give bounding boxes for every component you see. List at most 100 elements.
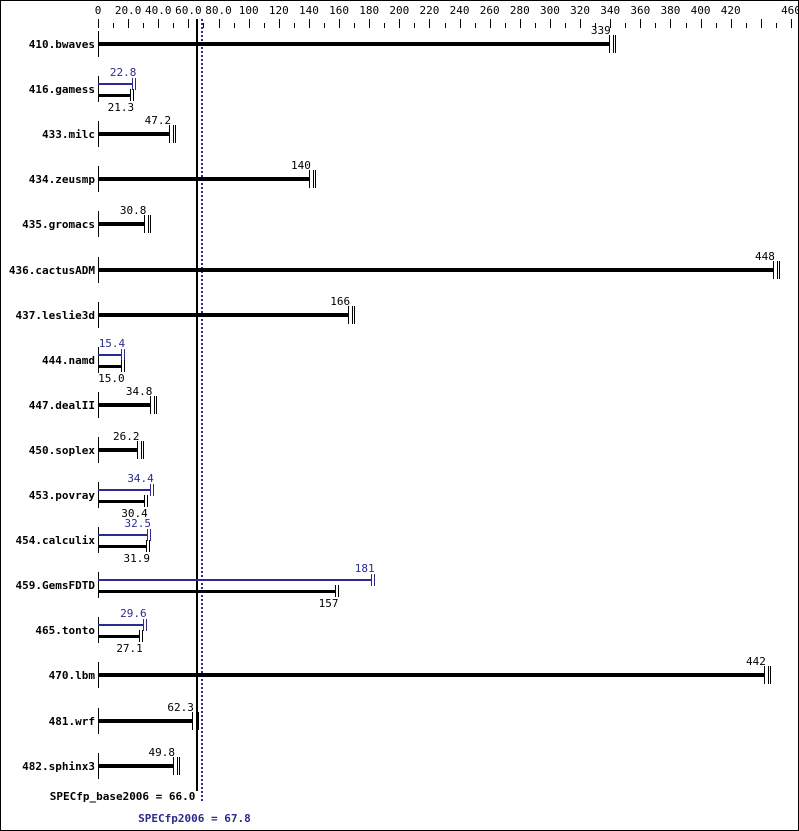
bar-end-cap bbox=[772, 260, 774, 279]
bar-base bbox=[98, 267, 773, 272]
bar-peak bbox=[98, 353, 122, 356]
axis-tick-major bbox=[640, 19, 642, 28]
bar-end-cap bbox=[197, 711, 199, 730]
bar-end-cap bbox=[763, 666, 765, 685]
axis-tick-minor bbox=[745, 23, 747, 28]
summary-peak: SPECfp2006 = 67.8 bbox=[138, 812, 251, 825]
axis-tick-label: 280 bbox=[509, 4, 530, 17]
axis-tick-major bbox=[248, 19, 250, 28]
bar-end-cap bbox=[144, 215, 146, 234]
bar-value-label-base: 21.3 bbox=[107, 101, 135, 115]
axis-tick-major bbox=[760, 19, 762, 28]
axis-tick-major bbox=[188, 19, 190, 28]
bar-end-cap bbox=[767, 666, 769, 685]
bar-end-cap bbox=[123, 359, 125, 372]
bar-end-cap-peak bbox=[145, 619, 147, 632]
axis-tick-major bbox=[339, 19, 341, 28]
bar-base bbox=[98, 500, 144, 503]
bar-end-cap bbox=[348, 305, 350, 324]
bar-end-cap bbox=[154, 395, 156, 414]
bar-value-label-peak: 29.6 bbox=[120, 607, 147, 621]
axis-tick-label: 320 bbox=[570, 4, 591, 17]
bar-end-cap-peak bbox=[370, 574, 372, 587]
axis-tick-major bbox=[369, 19, 371, 28]
bar-end-cap-peak bbox=[152, 484, 154, 496]
bar-end-cap bbox=[173, 125, 175, 144]
axis-tick-major bbox=[158, 19, 160, 28]
axis-tick-minor bbox=[625, 23, 627, 28]
bar-value-label-base: 62.3 bbox=[167, 700, 194, 714]
bar-peak bbox=[98, 624, 143, 627]
axis-tick-minor bbox=[444, 23, 446, 28]
axis-tick-label: 340 bbox=[600, 4, 621, 17]
axis-tick-major bbox=[98, 19, 99, 28]
bar-end-cap bbox=[337, 585, 339, 598]
row-label-482-sphinx3: 482.sphinx3 bbox=[22, 759, 95, 773]
bar-value-label-base: 442 bbox=[746, 655, 766, 669]
bar-end-cap bbox=[612, 35, 614, 53]
axis-tick-major bbox=[610, 19, 612, 28]
bar-value-label-base: 27.1 bbox=[116, 642, 143, 656]
row-label-435-gromacs: 435.gromacs bbox=[22, 218, 95, 232]
bar-value-label-base: 47.2 bbox=[144, 114, 172, 128]
axis-tick-label: 80.0 bbox=[205, 4, 232, 17]
axis-tick-label: 420 bbox=[720, 4, 741, 17]
axis-tick-label: 380 bbox=[660, 4, 681, 17]
bar-end-cap bbox=[130, 89, 132, 102]
summary-base: SPECfp_base2006 = 66.0 bbox=[49, 790, 196, 803]
bar-base bbox=[98, 635, 139, 639]
bar-end-cap bbox=[143, 440, 145, 459]
bar-peak bbox=[98, 534, 147, 537]
bar-end-cap-peak bbox=[132, 78, 134, 91]
axis-tick-label: 20.0 bbox=[114, 4, 142, 17]
axis-tick-major bbox=[429, 19, 431, 28]
row-label-434-zeusmp: 434.zeusmp bbox=[28, 173, 95, 187]
bar-base bbox=[98, 132, 170, 137]
axis-tick-minor bbox=[534, 23, 536, 28]
axis-tick-label: 360 bbox=[630, 4, 651, 17]
row-label-436-cactusADM: 436.cactusADM bbox=[8, 263, 95, 277]
bar-peak bbox=[98, 579, 371, 582]
axis-tick-minor bbox=[143, 23, 145, 28]
axis-tick-minor bbox=[203, 23, 205, 28]
bar-end-cap bbox=[614, 35, 616, 53]
bar-value-label-base: 30.8 bbox=[119, 204, 147, 218]
bar-end-cap-peak bbox=[135, 78, 137, 91]
bar-end-cap-peak bbox=[149, 529, 151, 542]
axis-tick-major bbox=[730, 19, 732, 28]
bar-end-cap bbox=[137, 440, 139, 459]
axis-tick-major bbox=[489, 19, 491, 28]
row-label-444-namd: 444.namd bbox=[42, 353, 95, 367]
axis-tick-minor bbox=[685, 23, 687, 28]
bar-end-cap bbox=[169, 125, 171, 144]
bar-value-label-base: 34.8 bbox=[125, 384, 153, 398]
axis-tick-minor bbox=[354, 23, 356, 28]
axis-tick-minor bbox=[565, 23, 567, 28]
bar-value-label-base: 26.2 bbox=[112, 429, 140, 443]
bar-end-cap-peak bbox=[146, 529, 148, 542]
row-axis-stub bbox=[98, 346, 99, 373]
bar-end-cap bbox=[141, 440, 143, 459]
axis-tick-minor bbox=[293, 23, 295, 28]
row-label-433-milc: 433.milc bbox=[42, 128, 95, 142]
bar-value-label-peak: 181 bbox=[354, 562, 375, 576]
axis-tick-major bbox=[218, 19, 220, 28]
bar-end-cap bbox=[608, 35, 610, 53]
bar-end-cap bbox=[156, 395, 158, 414]
bar-end-cap bbox=[146, 540, 148, 553]
bar-value-label-base: 166 bbox=[330, 294, 351, 308]
axis-tick-label: 460 bbox=[781, 4, 799, 17]
bar-end-cap bbox=[352, 305, 354, 324]
bar-end-cap bbox=[334, 585, 336, 598]
axis-tick-major bbox=[278, 19, 280, 28]
bar-value-label-base: 30.4 bbox=[121, 507, 148, 520]
axis-tick-label: 0 bbox=[94, 4, 102, 17]
bar-base bbox=[98, 222, 145, 227]
axis-tick-minor bbox=[113, 23, 115, 28]
bar-value-label-base: 157 bbox=[318, 597, 339, 611]
row-label-465-tonto: 465.tonto bbox=[35, 624, 95, 638]
bar-base bbox=[98, 177, 309, 182]
row-label-410-bwaves: 410.bwaves bbox=[28, 38, 95, 51]
bar-end-cap bbox=[120, 359, 122, 372]
